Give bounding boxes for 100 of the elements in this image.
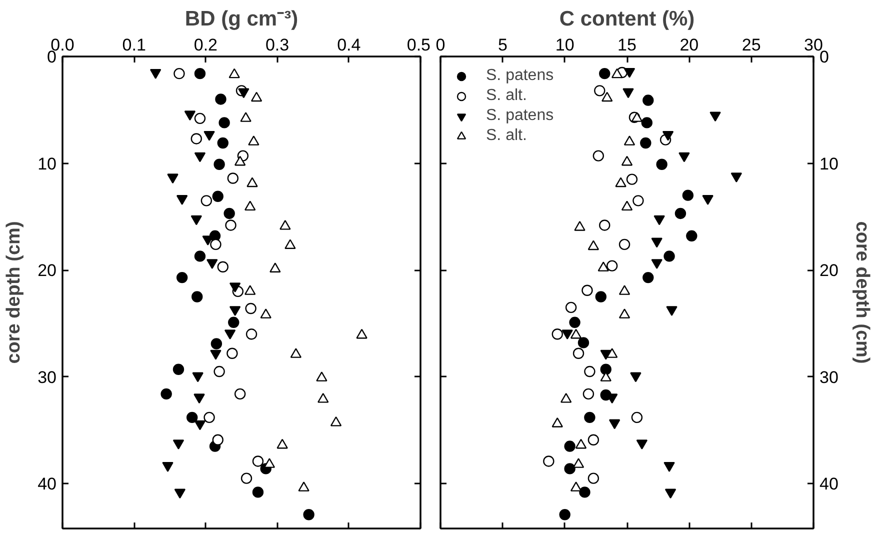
point: [595, 291, 606, 302]
point: [560, 392, 572, 403]
x-tick-label: 20: [680, 36, 699, 54]
point: [303, 509, 314, 520]
point: [575, 438, 587, 449]
point: [624, 136, 636, 146]
point: [632, 195, 644, 206]
point: [298, 482, 310, 492]
point: [592, 150, 604, 162]
x-tick-label: 15: [618, 36, 636, 54]
point: [572, 458, 584, 468]
point: [682, 190, 694, 201]
point: [190, 133, 202, 144]
point: [214, 366, 225, 378]
point: [588, 240, 600, 250]
point: [578, 337, 590, 348]
point: [631, 112, 643, 122]
point: [598, 262, 609, 272]
point: [174, 68, 185, 80]
point: [330, 416, 342, 426]
point: [204, 412, 215, 424]
point: [194, 68, 206, 80]
y-tick-label: 20: [38, 261, 57, 280]
point: [621, 200, 633, 211]
x-tick-label: 0.1: [122, 36, 146, 54]
point: [664, 250, 675, 262]
point: [588, 472, 600, 484]
point: [246, 328, 258, 340]
point: [564, 463, 576, 474]
point: [240, 472, 252, 484]
point: [252, 456, 264, 467]
point: [602, 92, 613, 102]
point: [552, 417, 563, 428]
point: [270, 262, 281, 272]
y-axis-title: core depth (cm): [851, 221, 872, 364]
point: [570, 482, 582, 492]
x-tick-label: 0.5: [406, 36, 431, 54]
y-tick-label: 10: [820, 154, 838, 174]
point: [642, 94, 654, 106]
point: [172, 364, 184, 375]
point: [210, 238, 222, 250]
chart-title: C content (%): [559, 8, 695, 30]
point: [640, 137, 652, 149]
point: [290, 348, 302, 358]
point: [674, 208, 686, 220]
point: [234, 388, 246, 400]
x-tick-label: 10: [555, 36, 574, 54]
point: [160, 388, 172, 400]
point: [611, 68, 623, 78]
point: [200, 195, 212, 206]
legend-label: S. patens: [486, 107, 554, 125]
point: [260, 308, 272, 318]
point: [656, 158, 668, 170]
point: [316, 372, 328, 382]
legend-label: S. alt.: [486, 127, 527, 145]
point: [574, 220, 586, 231]
point: [631, 412, 643, 424]
point: [228, 68, 240, 78]
point: [215, 94, 226, 105]
point: [606, 348, 618, 358]
point: [246, 177, 258, 188]
point: [214, 158, 225, 170]
point: [621, 156, 633, 166]
point: [564, 440, 576, 452]
point: [226, 348, 238, 359]
point: [569, 316, 580, 328]
point: [356, 328, 368, 339]
chart-title: BD (g cm⁻³): [184, 8, 298, 30]
point: [212, 434, 224, 446]
point: [584, 412, 596, 424]
point: [642, 272, 654, 284]
y-tick-label: 10: [38, 154, 57, 174]
x-tick-label: 0.2: [194, 36, 218, 54]
point: [225, 220, 236, 231]
point: [248, 136, 260, 146]
legend-label: S. alt.: [486, 87, 527, 105]
y-tick-label: 30: [38, 368, 57, 387]
point: [244, 285, 256, 295]
point: [615, 177, 626, 188]
point: [234, 156, 246, 166]
point: [582, 284, 593, 296]
point: [686, 230, 698, 242]
point: [228, 316, 240, 328]
point: [250, 92, 262, 102]
point: [217, 261, 228, 272]
point: [599, 220, 610, 231]
point: [224, 208, 235, 220]
point: [176, 272, 188, 284]
point: [572, 348, 584, 359]
x-tick-label: 0: [436, 36, 446, 54]
point: [276, 438, 288, 449]
point: [588, 434, 600, 446]
point: [212, 190, 224, 202]
point: [584, 366, 596, 378]
point: [641, 117, 652, 128]
point: [284, 239, 296, 249]
point: [570, 328, 582, 339]
point: [552, 328, 563, 340]
point: [245, 302, 256, 314]
point: [252, 486, 264, 498]
